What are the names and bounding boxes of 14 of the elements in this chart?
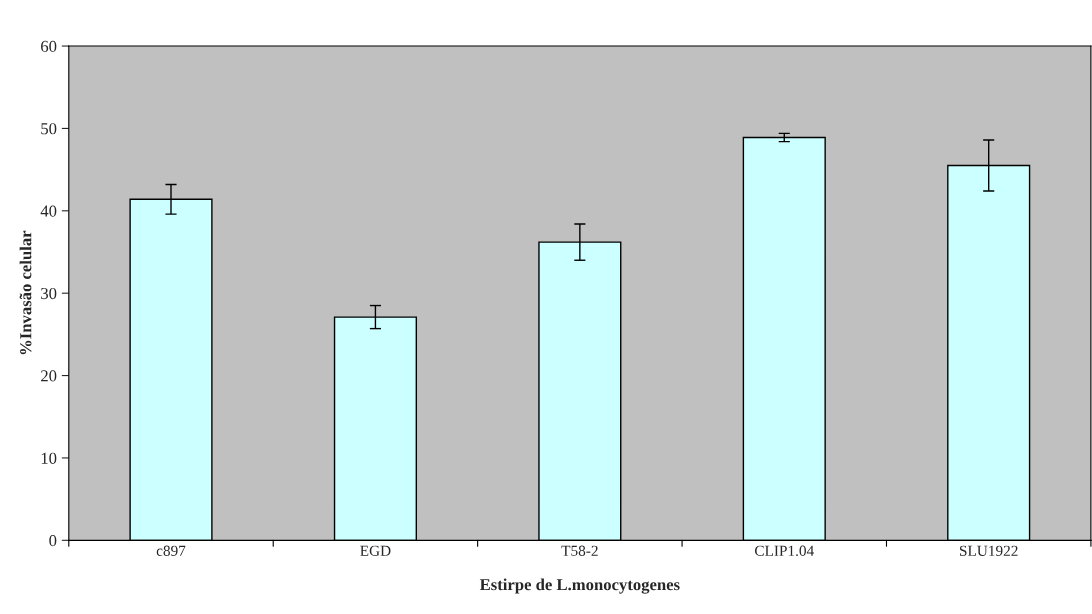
y-tick-label: 10 [41, 452, 57, 464]
x-tick-label: c897 [156, 545, 186, 556]
x-tick-label: EGD [360, 545, 391, 556]
x-tick-label: CLIP1.04 [754, 545, 814, 556]
y-tick-label: 0 [49, 535, 57, 547]
y-axis-title: %Invasão celular [19, 230, 32, 355]
y-tick-label: 50 [41, 123, 57, 135]
x-tick-label: T58-2 [561, 545, 598, 556]
x-tick-label: SLU1922 [960, 545, 1018, 556]
x-axis-title: Estirpe de L.monocytogenes [479, 578, 680, 594]
y-tick-label: 60 [41, 40, 57, 52]
y-tick-label: 40 [40, 205, 57, 217]
y-tick-label: 30 [41, 287, 57, 300]
y-tick-label: 20 [41, 370, 57, 382]
